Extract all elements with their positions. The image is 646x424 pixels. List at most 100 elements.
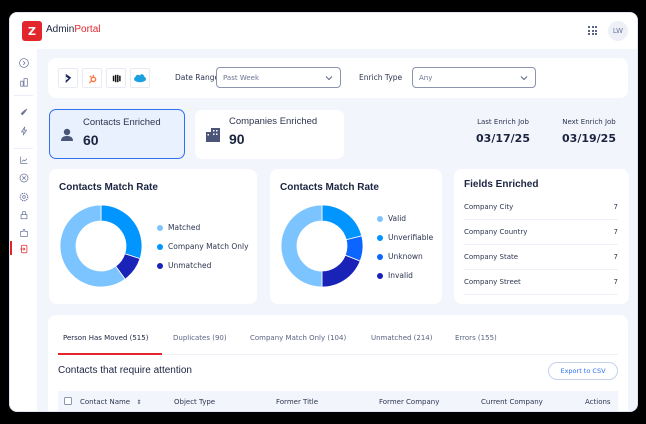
next-enrich-job-label: Next Enrich Job — [562, 118, 616, 126]
date-range-value: Past Week — [223, 73, 259, 82]
expand-chevron-icon[interactable] — [17, 56, 30, 69]
donut-segment[interactable] — [59, 204, 126, 288]
brand-name: AdminPortal — [46, 24, 100, 35]
gear-icon[interactable] — [17, 190, 30, 203]
date-range-label: Date Range — [175, 73, 220, 82]
intercom-icon[interactable] — [106, 68, 126, 88]
donut-segment[interactable] — [321, 204, 363, 241]
last-enrich-job-label: Last Enrich Job — [477, 118, 529, 126]
filter-bar: Date Range Past Week Enrich Type Any — [48, 58, 628, 98]
column-former-company: Former Company — [379, 398, 440, 406]
field-name: Company City — [464, 203, 514, 211]
fields-enriched-title: Fields Enriched — [464, 179, 539, 190]
field-count: 7 — [613, 253, 618, 261]
sidebar-divider — [14, 95, 33, 96]
brand-part-1: Admin — [46, 24, 75, 35]
field-count: 7 — [613, 203, 618, 211]
last-enrich-job-value: 03/17/25 — [476, 132, 530, 145]
sidebar — [10, 49, 37, 411]
building-chart-icon[interactable] — [17, 75, 30, 88]
field-row: Company City 7 — [464, 195, 618, 220]
active-tab-indicator — [58, 353, 162, 355]
active-indicator — [10, 241, 12, 255]
legend-item-matched: Matched — [157, 218, 249, 237]
date-range-select[interactable]: Past Week — [216, 67, 341, 88]
field-name: Company State — [464, 253, 519, 261]
legend-item-company-match-only: Company Match Only — [157, 237, 249, 256]
email-validity-chart-card: Contacts Match Rate Valid Unverifiable U… — [270, 169, 442, 304]
logout-icon[interactable] — [17, 242, 30, 255]
next-enrich-job: Next Enrich Job 03/19/25 — [549, 118, 629, 145]
donut-segment[interactable] — [100, 204, 143, 260]
field-name: Company Street — [464, 278, 521, 286]
legend-item-unverifiable: Unverifiable — [377, 228, 433, 247]
rocket-icon[interactable] — [17, 105, 30, 118]
fields-enriched-card: Fields Enriched Company City 7 Company C… — [454, 169, 629, 304]
contacts-enriched-value: 60 — [83, 132, 99, 148]
enrich-type-value: Any — [419, 73, 433, 82]
legend-item-unknown: Unknown — [377, 247, 433, 266]
chart-title: Contacts Match Rate — [59, 182, 158, 193]
contacts-enriched-label: Contacts Enriched — [83, 117, 161, 128]
select-all-checkbox[interactable] — [64, 397, 72, 405]
column-object-type: Object Type — [174, 398, 216, 406]
tab-bar: Person Has Moved (515) Duplicates (90) C… — [58, 328, 618, 355]
puzzle-icon[interactable] — [17, 226, 30, 239]
chart-legend: Valid Unverifiable Unknown Invalid — [377, 209, 433, 285]
top-bar: Z AdminPortal LW — [10, 13, 637, 49]
bolt-icon[interactable] — [17, 124, 30, 137]
last-enrich-job: Last Enrich Job 03/17/25 — [463, 118, 543, 145]
sidebar-divider — [14, 148, 33, 149]
chevron-down-icon — [520, 76, 528, 81]
logo-icon[interactable]: Z — [22, 21, 42, 41]
match-rate-donut-chart[interactable] — [59, 204, 143, 288]
tab-person-has-moved[interactable]: Person Has Moved (515) — [63, 334, 149, 342]
user-circle-icon[interactable] — [17, 171, 30, 184]
enrich-type-select[interactable]: Any — [412, 67, 536, 88]
tab-unmatched[interactable]: Unmatched (214) — [371, 334, 433, 342]
person-icon — [61, 128, 73, 141]
chart-title: Contacts Match Rate — [280, 182, 379, 193]
chart-legend: Matched Company Match Only Unmatched — [157, 218, 249, 275]
field-row: Company Street 7 — [464, 270, 618, 295]
sort-icon[interactable]: ⇕ — [136, 399, 142, 406]
companies-enriched-value: 90 — [229, 131, 245, 147]
column-current-company: Current Company — [481, 398, 543, 406]
export-csv-button[interactable]: Export to CSV — [548, 362, 618, 380]
companies-enriched-card[interactable]: Companies Enriched 90 — [195, 110, 344, 159]
dynamics-icon[interactable] — [58, 68, 78, 88]
lock-icon[interactable] — [17, 208, 30, 221]
column-former-title: Former Title — [276, 398, 319, 406]
enrich-type-label: Enrich Type — [359, 73, 403, 82]
contacts-enriched-card[interactable]: Contacts Enriched 60 — [49, 109, 185, 159]
hubspot-icon[interactable] — [82, 68, 102, 88]
section-title: Contacts that require attention — [58, 365, 192, 376]
table-header: Contact Name ⇕ Object Type Former Title … — [58, 391, 618, 411]
user-avatar[interactable]: LW — [608, 21, 628, 41]
donut-segment[interactable] — [280, 204, 323, 288]
tab-company-match-only[interactable]: Company Match Only (104) — [250, 334, 347, 342]
next-enrich-job-value: 03/19/25 — [562, 132, 616, 145]
field-name: Company Country — [464, 228, 528, 236]
column-contact-name[interactable]: Contact Name ⇕ — [80, 398, 142, 406]
companies-enriched-label: Companies Enriched — [229, 116, 318, 127]
validity-donut-chart[interactable] — [280, 204, 364, 288]
legend-item-unmatched: Unmatched — [157, 256, 249, 275]
field-row: Company Country 7 — [464, 220, 618, 245]
legend-item-invalid: Invalid — [377, 266, 433, 285]
attention-table-card: Person Has Moved (515) Duplicates (90) C… — [48, 315, 628, 411]
apps-grid-icon[interactable] — [588, 26, 597, 35]
tab-duplicates[interactable]: Duplicates (90) — [173, 334, 227, 342]
building-icon — [206, 128, 220, 142]
tab-errors[interactable]: Errors (155) — [455, 334, 497, 342]
brand-part-2: Portal — [74, 24, 101, 35]
donut-segment[interactable] — [321, 254, 361, 288]
app-window: Z AdminPortal LW — [9, 12, 638, 412]
salesforce-icon[interactable] — [130, 68, 150, 88]
line-chart-icon[interactable] — [17, 153, 30, 166]
chevron-down-icon — [325, 76, 333, 81]
field-count: 7 — [613, 278, 618, 286]
field-row: Company State 7 — [464, 245, 618, 270]
field-count: 7 — [613, 228, 618, 236]
match-rate-chart-card: Contacts Match Rate Matched Company Matc… — [49, 169, 257, 304]
